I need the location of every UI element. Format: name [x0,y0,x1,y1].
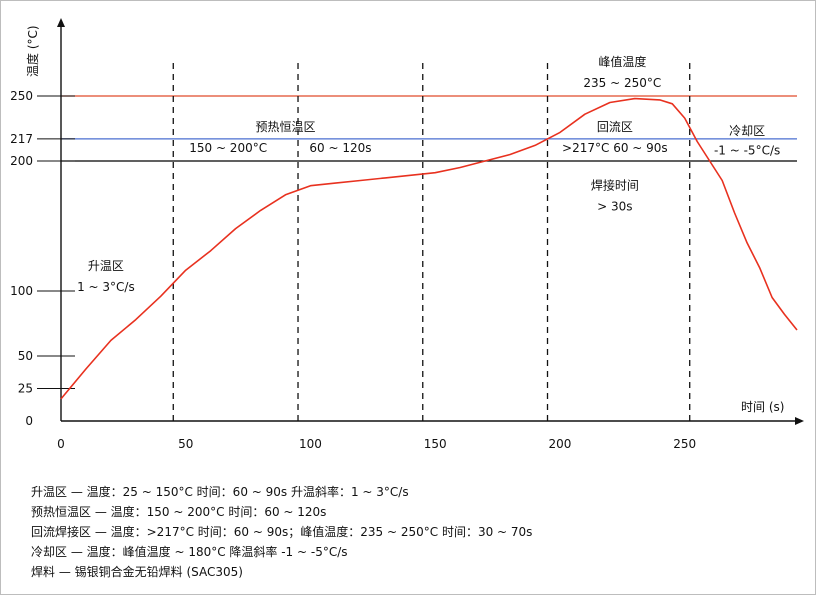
temperature-curve [60,97,798,400]
annotations: 峰值温度 235 ~ 250°C 预热恒温区 150 ~ 200°C 60 ~ 120s… [77,54,780,294]
annotation-label: 235 ~ 250°C [583,76,661,90]
y-tick-label: 0 [25,414,33,428]
note-line: 焊料 — 锡银铜合金无铅焊料 (SAC305) [31,565,243,579]
note-line: 预热恒温区 — 温度：150 ~ 200°C 时间：60 ~ 120s [31,505,327,519]
y-tick-label: 25 [18,382,33,396]
y-axis-arrow [57,18,65,27]
x-tick-label: 250 [673,437,696,451]
annotation-label: >217°C 60 ~ 90s [562,141,668,155]
x-tick-label: 0 [57,437,65,451]
annotation-label: 回流区 [597,120,633,134]
annotation-label: -1 ~ -5°C/s [714,144,780,158]
x-tick-label: 200 [549,437,572,451]
y-tick-label: 50 [18,349,33,363]
y-tick-label: 217 [10,132,33,146]
annotation-label: 150 ~ 200°C [189,141,267,155]
note-line: 冷却区 — 温度：峰值温度 ~ 180°C 降温斜率 -1 ~ -5°C/s [31,545,348,559]
annotation-label: > 30s [597,199,632,213]
annotation-label: 1 ~ 3°C/s [77,280,135,294]
annotation-label: 冷却区 [729,124,765,138]
y-tick-label: 250 [10,89,33,103]
y-tick-label: 200 [10,154,33,168]
axes [57,18,804,425]
x-tick-label: 100 [299,437,322,451]
zone-dividers [172,63,691,421]
y-axis-label: 温度 (°C) [25,25,40,77]
annotation-label: 峰值温度 [598,54,646,69]
y-tick-label: 100 [10,284,33,298]
x-axis-arrow [795,417,804,425]
annotation-label: 60 ~ 120s [309,141,371,155]
annotation-label: 焊接时间 [591,178,639,193]
series-layer [60,97,798,400]
annotation-label: 升温区 [88,259,124,273]
x-tick-label: 150 [424,437,447,451]
note-line: 回流焊接区 — 温度：>217°C 时间：60 ~ 90s；峰值温度：235 ~… [31,525,533,539]
reflow-profile-chart: 0 25 50 100 200 217 250 0 50 100 150 200 250 峰值温度 235… [10,18,804,451]
notes-block: 升温区 — 温度：25 ~ 150°C 时间：60 ~ 90s 升温斜率：1 ~… [31,482,791,582]
reference-lines [61,95,797,162]
x-tick-label: 50 [178,437,193,451]
x-axis-label: 时间 (s) [741,400,784,414]
annotation-label: 预热恒温区 [256,120,316,134]
note-line: 升温区 — 温度：25 ~ 150°C 时间：60 ~ 90s 升温斜率：1 ~… [31,485,409,499]
